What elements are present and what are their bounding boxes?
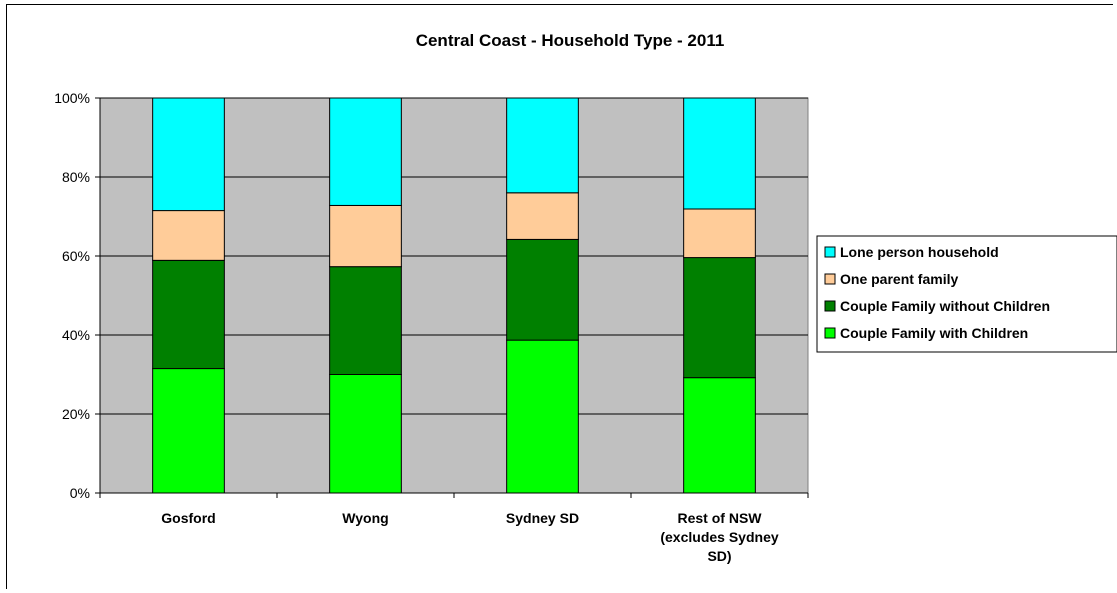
- y-axis-labels: 0% 20% 40% 60% 80% 100%: [54, 90, 90, 501]
- bar-segment: [683, 97, 756, 210]
- legend-swatch: [824, 246, 836, 258]
- bar-segment: [329, 97, 402, 206]
- bar-segment: [152, 97, 225, 212]
- y-tick-label: 0%: [70, 485, 90, 501]
- legend-label: Lone person household: [840, 244, 999, 260]
- y-tick-label: 40%: [62, 327, 90, 343]
- legend-box: [816, 235, 1117, 353]
- bar-segment: [329, 204, 402, 268]
- axes: [95, 97, 809, 498]
- y-tick-label: 20%: [62, 406, 90, 422]
- bar-segment: [506, 339, 579, 494]
- bar-segment: [683, 257, 756, 379]
- legend-swatch: [824, 300, 836, 312]
- x-category-label-line: SD): [707, 548, 731, 564]
- bar-segment: [152, 368, 225, 494]
- x-category-label: Rest of NSW (excludes Sydney SD): [660, 510, 778, 564]
- bar-segment: [152, 210, 225, 261]
- y-tick-label: 80%: [62, 169, 90, 185]
- bar-segment: [506, 97, 579, 194]
- legend-label: One parent family: [840, 271, 958, 287]
- legend-swatch: [824, 273, 836, 285]
- bar-segment: [506, 192, 579, 240]
- x-category-label-line: Wyong: [342, 510, 388, 526]
- bar-segment: [683, 377, 756, 494]
- bar-segment: [329, 374, 402, 494]
- legend-label: Couple Family with Children: [840, 325, 1028, 341]
- x-category-label: Sydney SD: [506, 510, 579, 526]
- x-category-label-line: Gosford: [161, 510, 215, 526]
- legend-swatch: [824, 327, 836, 339]
- x-axis-labels: Gosford Wyong Sydney SD Rest of NSW (exclude…: [161, 510, 779, 564]
- bar-segment: [152, 259, 225, 370]
- chart-title: Central Coast - Household Type - 2011: [416, 31, 725, 50]
- x-category-label: Wyong: [342, 510, 388, 526]
- bar-segment: [683, 208, 756, 259]
- x-category-label-line: Rest of NSW: [678, 510, 763, 526]
- x-category-label-line: (excludes Sydney: [660, 529, 778, 545]
- x-category-label: Gosford: [161, 510, 215, 526]
- bar-segment: [506, 238, 579, 341]
- bars: [152, 97, 756, 494]
- bar-segment: [329, 266, 402, 376]
- y-tick-label: 60%: [62, 248, 90, 264]
- x-category-label-line: Sydney SD: [506, 510, 579, 526]
- legend-label: Couple Family without Children: [840, 298, 1050, 314]
- legend: Lone person household One parent family Co…: [816, 235, 1117, 353]
- y-tick-label: 100%: [54, 90, 90, 106]
